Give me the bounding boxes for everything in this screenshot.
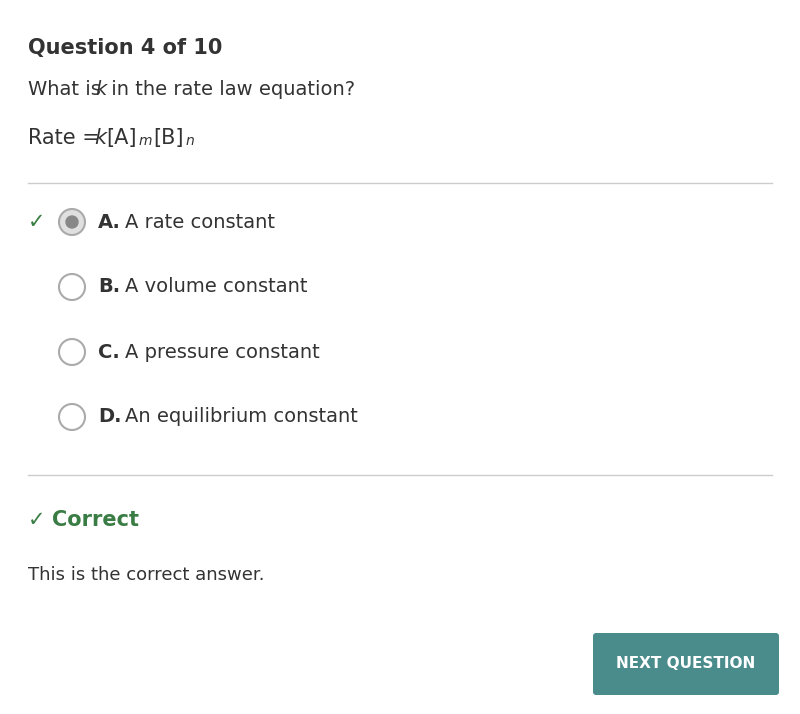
Text: A.: A.: [98, 213, 121, 231]
Text: k: k: [94, 128, 106, 148]
Text: NEXT QUESTION: NEXT QUESTION: [616, 656, 756, 671]
FancyBboxPatch shape: [593, 633, 779, 695]
Text: [A]: [A]: [106, 128, 137, 148]
Circle shape: [59, 209, 85, 235]
Circle shape: [59, 274, 85, 300]
Text: n: n: [186, 134, 194, 148]
Text: k: k: [95, 80, 106, 99]
Text: A rate constant: A rate constant: [125, 213, 275, 231]
Text: A volume constant: A volume constant: [125, 278, 307, 296]
Text: Rate =: Rate =: [28, 128, 106, 148]
Text: What is: What is: [28, 80, 107, 99]
Circle shape: [66, 216, 78, 228]
Text: D.: D.: [98, 408, 122, 426]
Text: This is the correct answer.: This is the correct answer.: [28, 566, 265, 584]
Text: A pressure constant: A pressure constant: [125, 343, 320, 361]
Circle shape: [59, 339, 85, 365]
Text: m: m: [139, 134, 153, 148]
Text: Correct: Correct: [52, 510, 139, 530]
Text: in the rate law equation?: in the rate law equation?: [105, 80, 355, 99]
Circle shape: [59, 404, 85, 430]
Text: ✓: ✓: [28, 510, 46, 530]
Text: [B]: [B]: [153, 128, 183, 148]
Text: Question 4 of 10: Question 4 of 10: [28, 38, 222, 58]
Text: C.: C.: [98, 343, 120, 361]
Text: ✓: ✓: [28, 212, 46, 232]
Text: An equilibrium constant: An equilibrium constant: [125, 408, 358, 426]
Text: B.: B.: [98, 278, 120, 296]
